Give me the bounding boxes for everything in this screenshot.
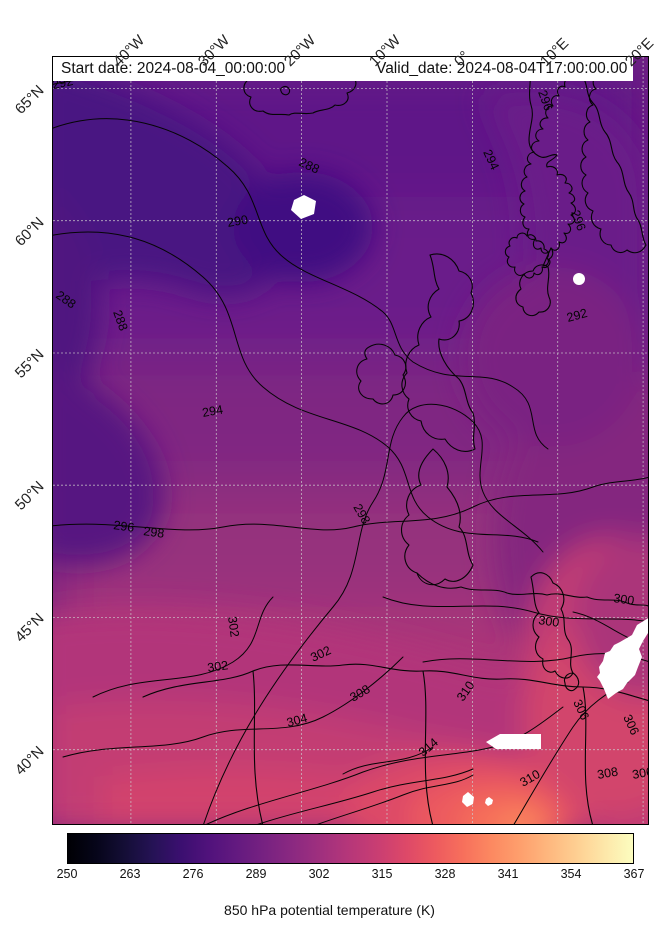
svg-text:288: 288 bbox=[297, 155, 322, 177]
svg-text:310: 310 bbox=[454, 679, 477, 704]
svg-text:300: 300 bbox=[538, 613, 561, 630]
svg-text:302: 302 bbox=[308, 643, 333, 665]
svg-text:298: 298 bbox=[350, 502, 373, 527]
svg-text:288: 288 bbox=[110, 308, 130, 332]
svg-text:306: 306 bbox=[620, 712, 642, 737]
svg-text:308: 308 bbox=[348, 682, 373, 705]
svg-text:294: 294 bbox=[201, 403, 224, 420]
svg-text:290: 290 bbox=[226, 213, 249, 230]
svg-text:306: 306 bbox=[570, 697, 592, 722]
svg-text:294: 294 bbox=[480, 147, 502, 172]
svg-text:300: 300 bbox=[613, 591, 636, 608]
svg-text:308: 308 bbox=[596, 765, 619, 782]
svg-text:306: 306 bbox=[631, 765, 649, 782]
svg-text:304: 304 bbox=[285, 711, 309, 730]
svg-text:296: 296 bbox=[535, 88, 555, 112]
svg-text:288: 288 bbox=[53, 288, 78, 311]
svg-text:296: 296 bbox=[113, 518, 136, 535]
svg-text:292: 292 bbox=[565, 306, 589, 325]
svg-text:298: 298 bbox=[143, 524, 166, 541]
svg-text:310: 310 bbox=[518, 767, 543, 790]
svg-text:302: 302 bbox=[225, 615, 242, 638]
svg-text:302: 302 bbox=[206, 658, 229, 675]
svg-text:296: 296 bbox=[568, 208, 588, 232]
